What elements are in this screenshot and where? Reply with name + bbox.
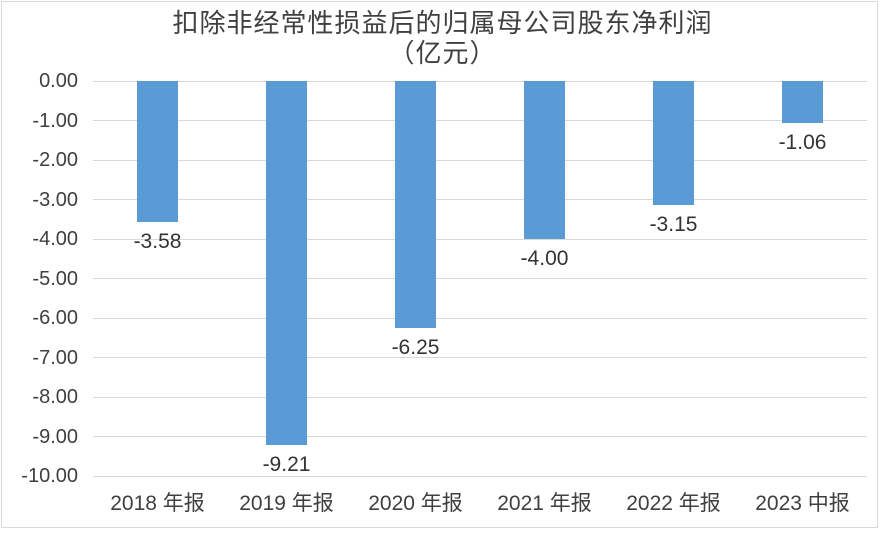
y-tick-label: -9.00: [32, 425, 78, 448]
bar-data-label: -3.15: [649, 213, 698, 237]
y-tick-label: -1.00: [32, 109, 78, 132]
y-tick-label: -8.00: [32, 386, 78, 408]
y-gridline: [93, 436, 867, 437]
bar-data-label: -1.06: [778, 130, 827, 154]
bar: [395, 81, 436, 328]
bar-data-label: -6.25: [391, 335, 440, 359]
bar-data-label: -3.58: [133, 230, 182, 254]
x-tick-label: 2019 年报: [239, 492, 334, 515]
y-gridline: [93, 120, 867, 121]
bar: [524, 81, 565, 239]
y-gridline: [93, 278, 867, 279]
bar: [266, 81, 307, 445]
y-tick-label: -5.00: [32, 267, 78, 290]
y-tick-label: -10.00: [21, 465, 78, 487]
x-tick-label: 2022 年报: [626, 492, 721, 515]
y-gridline: [93, 238, 867, 240]
x-tick-label: 2023 中报: [755, 492, 850, 515]
y-gridline: [93, 199, 867, 200]
y-tick-label: 0.00: [39, 70, 78, 92]
bar-data-label: -9.21: [262, 452, 311, 476]
y-tick-label: -6.00: [32, 307, 78, 329]
y-gridline: [93, 475, 867, 477]
y-tick-label: -4.00: [32, 228, 78, 250]
y-gridline: [93, 317, 867, 319]
chart-title-line1: 扣除非经常性损益后的归属母公司股东净利润: [172, 8, 713, 38]
bar: [653, 81, 694, 206]
x-tick-label: 2021 年报: [497, 492, 592, 515]
y-gridline: [93, 396, 867, 398]
bar-data-label: -4.00: [520, 247, 569, 270]
y-tick-label: -3.00: [32, 188, 78, 211]
y-tick-label: -2.00: [32, 149, 78, 171]
x-tick-label: 2018 年报: [110, 492, 205, 515]
y-tick-label: -7.00: [32, 346, 78, 369]
chart-title-line2: （亿元）: [388, 38, 497, 68]
bar: [137, 81, 178, 223]
y-gridline: [93, 80, 867, 82]
y-gridline: [93, 159, 867, 161]
bar: [782, 81, 823, 123]
x-tick-label: 2020 年报: [368, 492, 463, 515]
y-gridline: [93, 357, 867, 358]
chart-title: 扣除非经常性损益后的归属母公司股东净利润 （亿元）: [0, 8, 885, 68]
